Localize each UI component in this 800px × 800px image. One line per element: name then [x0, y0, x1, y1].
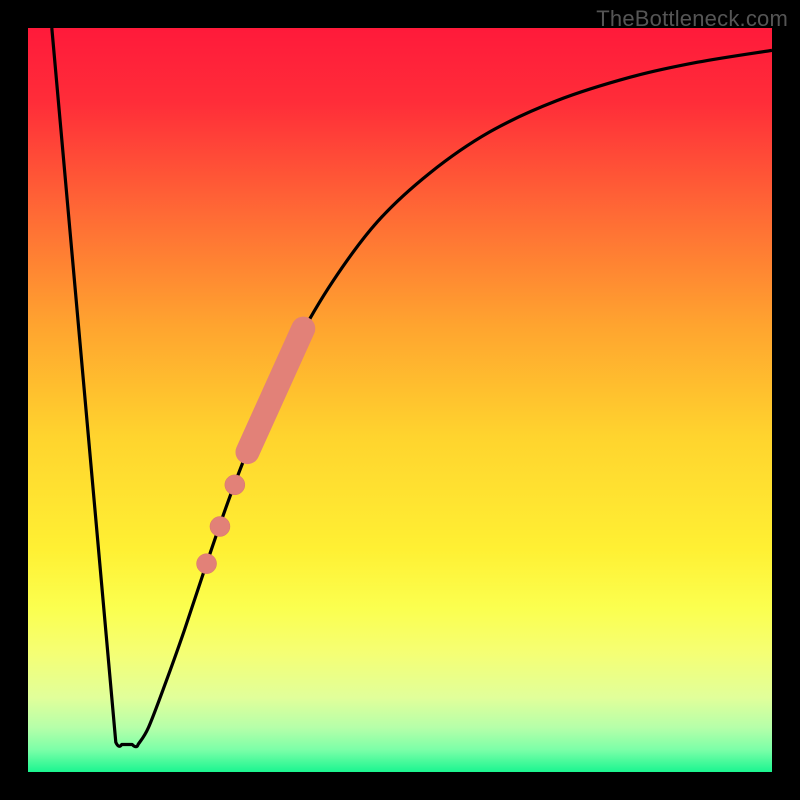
- marker-dot-1: [210, 516, 230, 536]
- plot-background: [28, 28, 772, 772]
- marker-dot-2: [225, 475, 245, 495]
- bottleneck-chart: [0, 0, 800, 800]
- watermark-text: TheBottleneck.com: [596, 6, 788, 32]
- chart-frame: TheBottleneck.com: [0, 0, 800, 800]
- marker-dot-0: [197, 554, 217, 574]
